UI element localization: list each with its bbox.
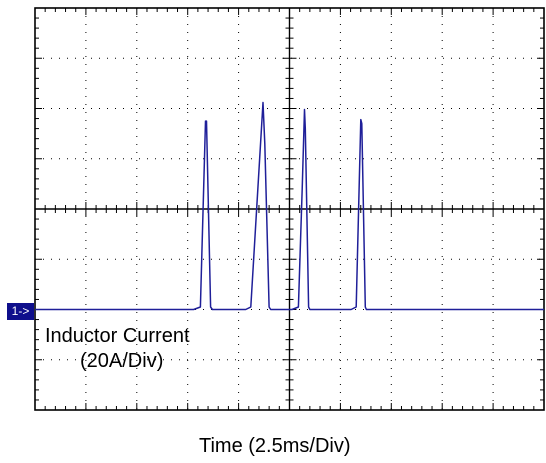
grid — [35, 8, 544, 410]
channel-marker: 1-> — [7, 303, 34, 320]
trace-label-line2: (20A/Div) — [80, 350, 164, 372]
inductor-current-trace — [35, 101, 544, 311]
x-axis-label: Time (2.5ms/Div) — [199, 435, 351, 457]
trace — [35, 101, 544, 311]
trace-label-line1: Inductor Current — [45, 325, 190, 347]
